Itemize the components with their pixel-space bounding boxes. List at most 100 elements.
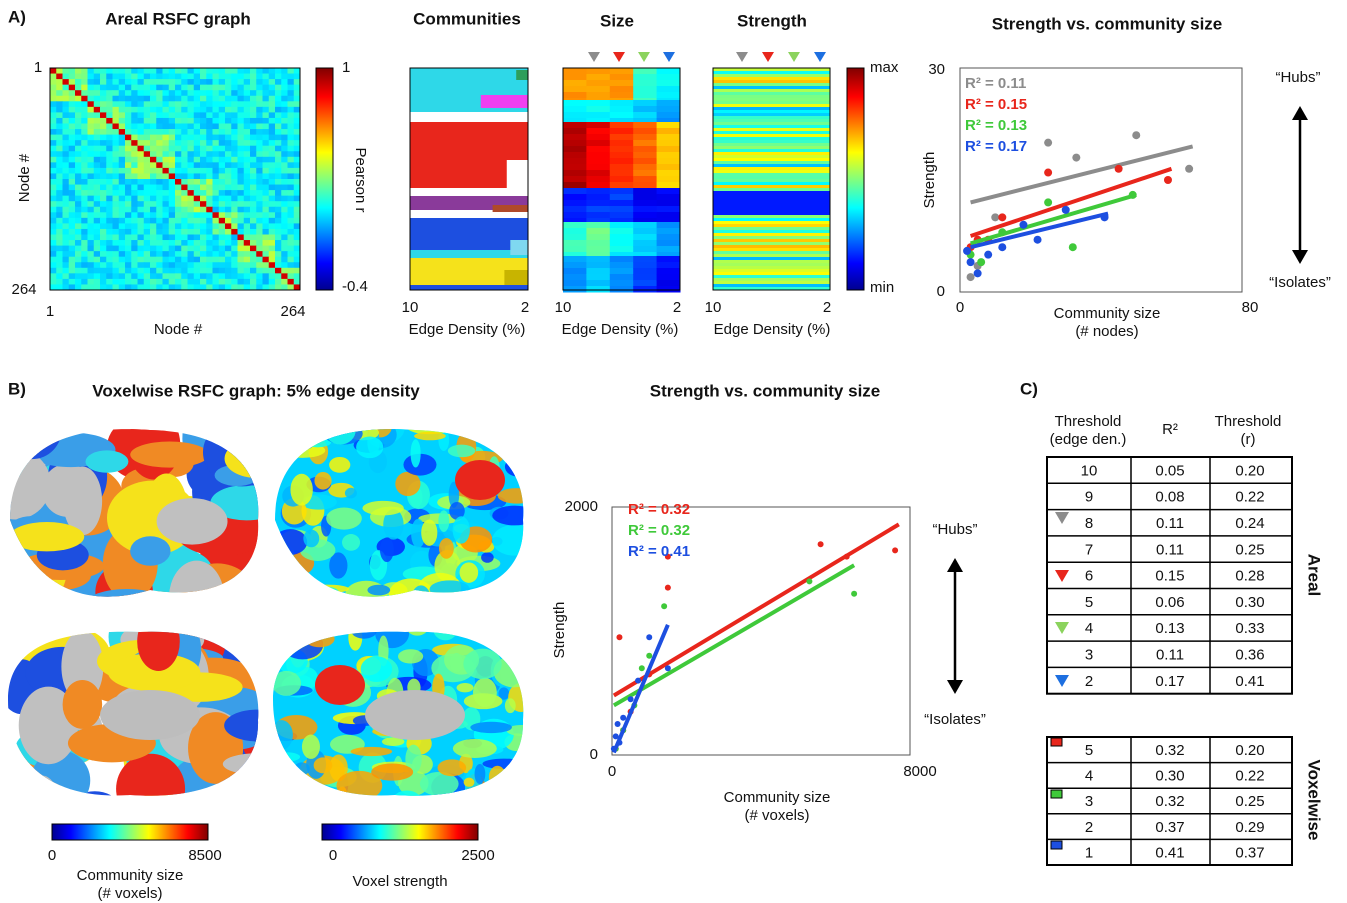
brain-patch: [260, 621, 297, 651]
size-cell: [657, 182, 681, 189]
heatmap-cell: [188, 257, 195, 263]
size-cell: [657, 170, 681, 177]
strength-row: [713, 251, 830, 255]
heatmap-cell: [219, 273, 226, 279]
heatmap-cell: [231, 90, 238, 96]
heatmap-cell: [56, 207, 63, 213]
size-cell: [586, 100, 610, 107]
heatmap-cell: [263, 129, 270, 135]
brain-parcel: [73, 791, 117, 817]
heatmap-cell: [175, 85, 182, 91]
heatmap-cell: [294, 74, 301, 80]
heatmap-cell: [175, 240, 182, 246]
heatmap-cell: [119, 96, 126, 102]
size-cell: [633, 100, 657, 107]
panel-title: Voxelwise RSFC graph: 5% edge density: [92, 381, 420, 400]
heatmap-cell: [231, 251, 238, 257]
heatmap-cell: [163, 185, 170, 191]
size-cell: [657, 194, 681, 201]
heatmap-cell: [125, 90, 132, 96]
heatmap-cell: [63, 74, 70, 80]
heatmap-cell: [150, 151, 157, 157]
heatmap-cell: [194, 185, 201, 191]
heatmap-cell: [231, 118, 238, 124]
table-cell: 5: [1085, 742, 1093, 759]
heatmap-cell: [263, 85, 270, 91]
heatmap-cell: [88, 251, 95, 257]
brain-patch: [294, 762, 310, 775]
heatmap-cell: [94, 79, 101, 85]
heatmap-cell: [225, 279, 232, 285]
heatmap-cell: [69, 74, 76, 80]
heatmap-cell: [75, 146, 82, 152]
heatmap-cell: [56, 107, 63, 113]
heatmap-cell: [100, 235, 107, 241]
size-cell: [610, 100, 634, 107]
legend-entry: R² = 0.32: [628, 501, 690, 518]
brain-surface: [0, 598, 293, 832]
colorbar-label: Community size: [77, 867, 184, 884]
strength-row: [713, 266, 830, 270]
heatmap-cell: [94, 235, 101, 241]
heatmap-cell: [275, 129, 282, 135]
panel-title: Areal RSFC graph: [105, 9, 250, 28]
heatmap-cell: [63, 240, 70, 246]
heatmap-cell: [231, 151, 238, 157]
heatmap-cell: [294, 107, 301, 113]
heatmap-cell: [113, 273, 120, 279]
heatmap-cell: [219, 212, 226, 218]
brain-patch: [498, 429, 536, 449]
strength-row: [713, 89, 830, 93]
brain-patch: [430, 580, 470, 598]
heatmap-cell: [125, 162, 132, 168]
data-point: [628, 696, 634, 702]
heatmap-cell: [256, 107, 263, 113]
heatmap-cell: [206, 229, 213, 235]
panel-title: Strength: [737, 11, 807, 30]
heatmap-cell: [50, 140, 57, 146]
heatmap-cell: [144, 107, 151, 113]
heatmap-cell: [206, 168, 213, 174]
heatmap-cell: [256, 240, 263, 246]
heatmap-cell: [138, 246, 145, 252]
heatmap-cell: [125, 257, 132, 263]
size-cell: [610, 80, 634, 87]
heatmap-cell: [269, 190, 276, 196]
heatmap-cell: [213, 124, 220, 130]
brain-patch: [438, 792, 482, 812]
heatmap-cell: [119, 79, 126, 85]
brain-patch: [262, 561, 290, 590]
heatmap-cell: [169, 279, 176, 285]
heatmap-cell: [106, 135, 113, 141]
heatmap-cell: [256, 135, 263, 141]
heatmap-cell: [238, 90, 245, 96]
heatmap-cell: [150, 90, 157, 96]
brain-patch: [377, 595, 400, 605]
heatmap-cell: [131, 179, 138, 185]
heatmap-cell: [200, 129, 207, 135]
size-cell: [610, 268, 634, 275]
brain-patch: [439, 538, 454, 559]
heatmap-cell: [144, 218, 151, 224]
heatmap-cell: [281, 229, 288, 235]
brain-patch: [505, 457, 533, 477]
heatmap-cell: [288, 68, 295, 74]
heatmap-cell: [200, 96, 207, 102]
size-cell: [586, 188, 610, 195]
heatmap-cell: [188, 112, 195, 118]
heatmap-cell: [156, 196, 163, 202]
heatmap-cell: [188, 96, 195, 102]
heatmap-cell: [263, 179, 270, 185]
heatmap-cell: [188, 124, 195, 130]
heatmap-cell: [194, 157, 201, 163]
heatmap-cell: [100, 74, 107, 80]
heatmap-cell: [163, 190, 170, 196]
heatmap-cell: [150, 268, 157, 274]
heatmap-cell: [119, 240, 126, 246]
legend-entry: R² = 0.17: [965, 138, 1027, 155]
brain-parcel: [63, 467, 102, 535]
heatmap-cell: [213, 246, 220, 252]
heatmap-cell: [250, 207, 257, 213]
heatmap-cell: [81, 168, 88, 174]
size-cell: [657, 122, 681, 129]
